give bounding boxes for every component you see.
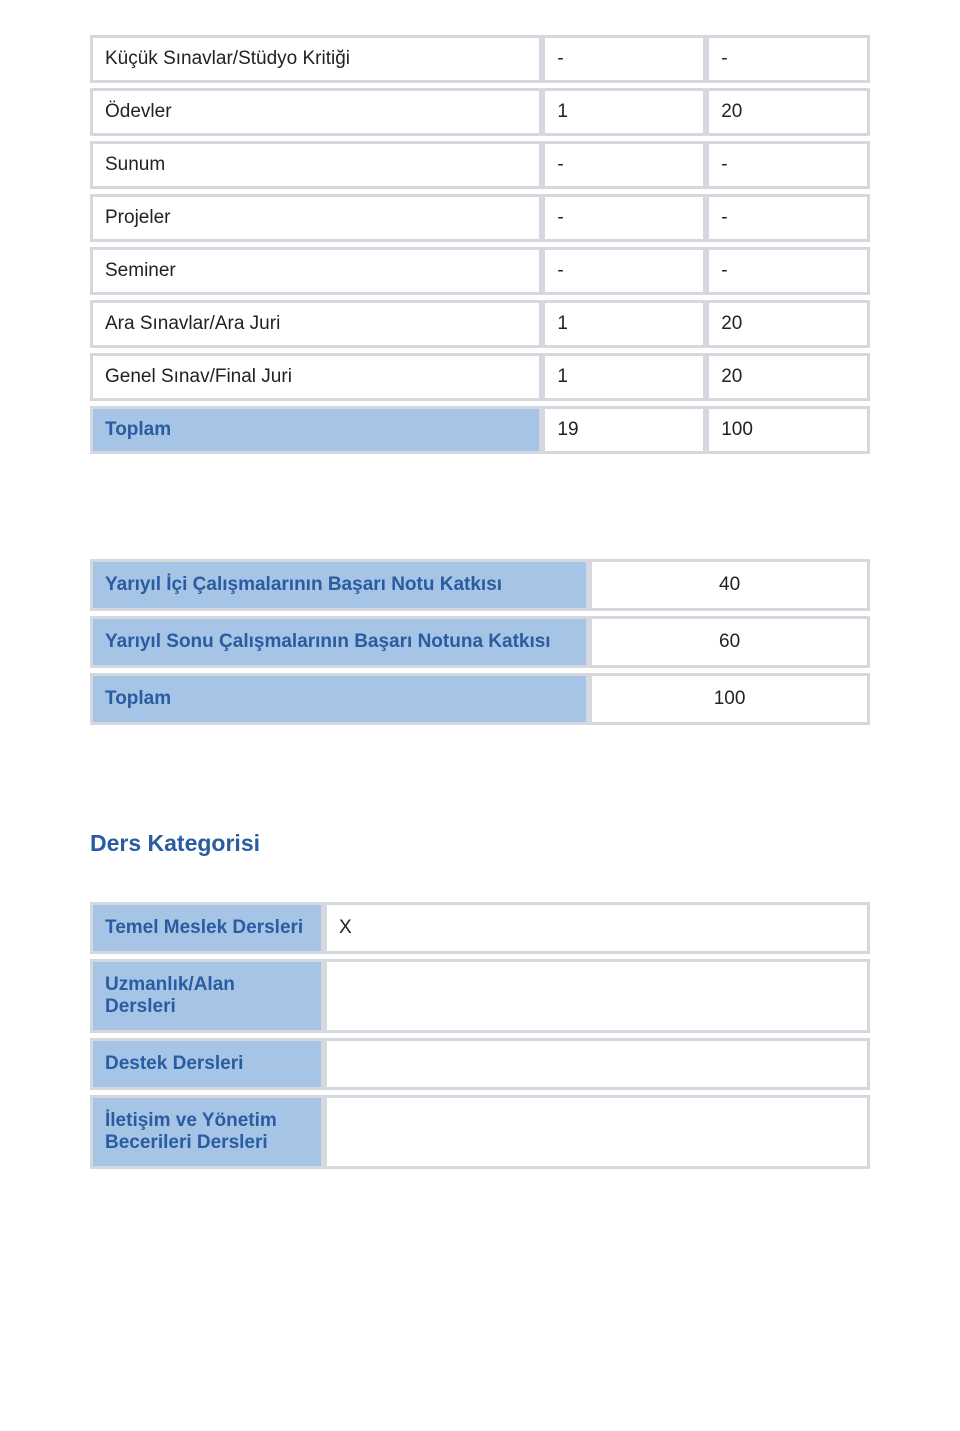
total-label: Toplam xyxy=(90,406,542,454)
row-col1: - xyxy=(542,141,706,189)
row-label: Toplam xyxy=(90,673,589,725)
table-row: Ödevler 1 20 xyxy=(90,88,870,136)
table-row: Ara Sınavlar/Ara Juri 1 20 xyxy=(90,300,870,348)
row-col1: 1 xyxy=(542,88,706,136)
row-val xyxy=(324,959,870,1033)
table-row: Küçük Sınavlar/Stüdyo Kritiği - - xyxy=(90,35,870,83)
row-val: 100 xyxy=(589,673,870,725)
total-col1: 19 xyxy=(542,406,706,454)
row-col1: 1 xyxy=(542,353,706,401)
page: Küçük Sınavlar/Stüdyo Kritiği - - Ödevle… xyxy=(0,0,960,1214)
row-label: Yarıyıl İçi Çalışmalarının Başarı Notu K… xyxy=(90,559,589,611)
table-row: Toplam 100 xyxy=(90,673,870,725)
table-row: Genel Sınav/Final Juri 1 20 xyxy=(90,353,870,401)
course-category-heading: Ders Kategorisi xyxy=(90,830,870,857)
table-row: Sunum - - xyxy=(90,141,870,189)
row-label: Temel Meslek Dersleri xyxy=(90,902,324,954)
row-col2: - xyxy=(706,141,870,189)
row-col2: 20 xyxy=(706,88,870,136)
row-val: X xyxy=(324,902,870,954)
row-label: Sunum xyxy=(90,141,542,189)
table-row: Seminer - - xyxy=(90,247,870,295)
row-col1: 1 xyxy=(542,300,706,348)
row-label: Projeler xyxy=(90,194,542,242)
table-row: Yarıyıl İçi Çalışmalarının Başarı Notu K… xyxy=(90,559,870,611)
row-val: 60 xyxy=(589,616,870,668)
table-row: Temel Meslek Dersleri X xyxy=(90,902,870,954)
table-total-row: Toplam 19 100 xyxy=(90,406,870,454)
row-col2: 20 xyxy=(706,300,870,348)
course-category-table: Temel Meslek Dersleri X Uzmanlık/Alan De… xyxy=(90,897,870,1174)
row-col2: - xyxy=(706,194,870,242)
row-label: Ödevler xyxy=(90,88,542,136)
row-label: İletişim ve Yönetim Becerileri Dersleri xyxy=(90,1095,324,1169)
row-val: 40 xyxy=(589,559,870,611)
contribution-table: Yarıyıl İçi Çalışmalarının Başarı Notu K… xyxy=(90,554,870,730)
total-col2: 100 xyxy=(706,406,870,454)
row-label: Uzmanlık/Alan Dersleri xyxy=(90,959,324,1033)
table-row: Destek Dersleri xyxy=(90,1038,870,1090)
row-label: Küçük Sınavlar/Stüdyo Kritiği xyxy=(90,35,542,83)
row-col1: - xyxy=(542,35,706,83)
row-label: Genel Sınav/Final Juri xyxy=(90,353,542,401)
assessment-table: Küçük Sınavlar/Stüdyo Kritiği - - Ödevle… xyxy=(90,30,870,459)
table-row: Yarıyıl Sonu Çalışmalarının Başarı Notun… xyxy=(90,616,870,668)
row-val xyxy=(324,1095,870,1169)
row-val xyxy=(324,1038,870,1090)
table-row: Projeler - - xyxy=(90,194,870,242)
row-col1: - xyxy=(542,247,706,295)
row-col2: - xyxy=(706,247,870,295)
table-row: Uzmanlık/Alan Dersleri xyxy=(90,959,870,1033)
row-col2: - xyxy=(706,35,870,83)
row-col1: - xyxy=(542,194,706,242)
row-label: Ara Sınavlar/Ara Juri xyxy=(90,300,542,348)
row-label: Seminer xyxy=(90,247,542,295)
row-col2: 20 xyxy=(706,353,870,401)
row-label: Yarıyıl Sonu Çalışmalarının Başarı Notun… xyxy=(90,616,589,668)
table-row: İletişim ve Yönetim Becerileri Dersleri xyxy=(90,1095,870,1169)
row-label: Destek Dersleri xyxy=(90,1038,324,1090)
